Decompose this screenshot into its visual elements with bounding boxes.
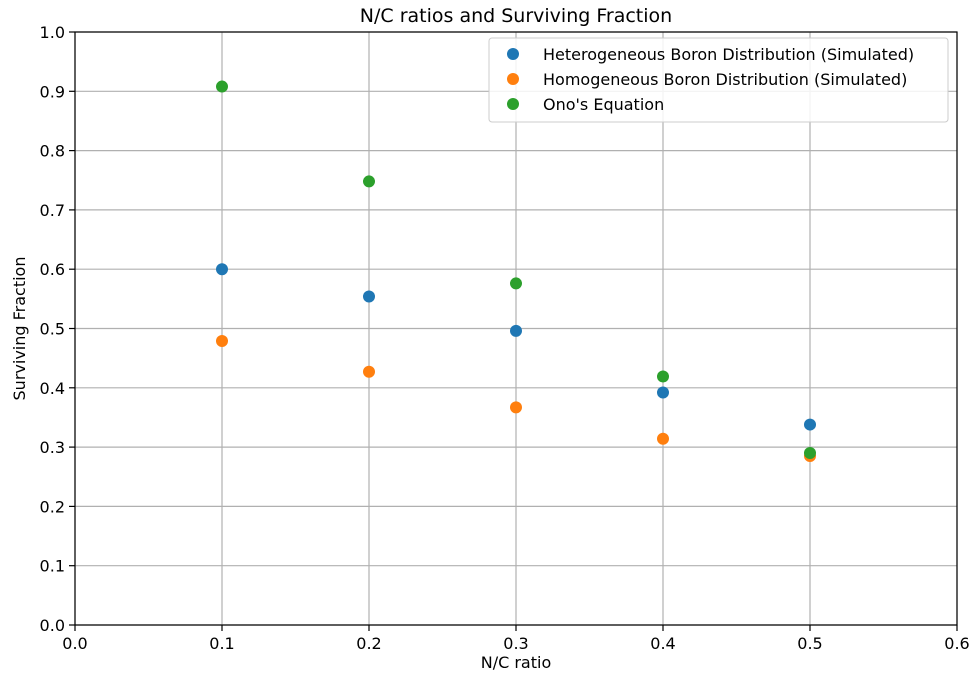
y-axis-title: Surviving Fraction <box>10 257 29 401</box>
data-point-series-2 <box>216 334 228 347</box>
y-tick-label: 0.1 <box>40 557 65 576</box>
legend-marker <box>507 73 519 85</box>
data-point-series-1 <box>216 263 228 276</box>
y-tick-label: 1.0 <box>40 23 65 42</box>
x-tick-label: 0.0 <box>62 634 87 653</box>
data-point-series-1 <box>804 418 816 431</box>
x-tick-label: 0.2 <box>356 634 381 653</box>
data-point-series-2 <box>510 401 522 414</box>
y-tick-label: 0.2 <box>40 497 65 516</box>
x-tick-label: 0.5 <box>797 634 822 653</box>
legend-marker <box>507 98 519 110</box>
data-point-series-3 <box>216 80 228 93</box>
x-tick-label: 0.6 <box>944 634 969 653</box>
y-tick-label: 0.7 <box>40 201 65 220</box>
data-point-series-2 <box>363 365 375 378</box>
y-tick-label: 0.3 <box>40 438 65 457</box>
y-tick-label: 0.5 <box>40 320 65 339</box>
points-layer <box>216 80 816 462</box>
data-point-series-1 <box>363 290 375 303</box>
data-point-series-3 <box>657 370 669 383</box>
legend-label: Heterogeneous Boron Distribution (Simula… <box>543 45 914 64</box>
y-tick-label: 0.9 <box>40 82 65 101</box>
legend: Heterogeneous Boron Distribution (Simula… <box>488 37 949 123</box>
data-point-series-3 <box>363 175 375 188</box>
legend-items: Heterogeneous Boron Distribution (Simula… <box>507 45 914 114</box>
data-point-series-1 <box>510 324 522 337</box>
x-tick-label: 0.3 <box>503 634 528 653</box>
data-point-series-1 <box>657 386 669 399</box>
legend-label: Homogeneous Boron Distribution (Simulate… <box>543 70 907 89</box>
legend-marker <box>507 48 519 60</box>
data-point-series-2 <box>657 432 669 445</box>
x-tick-label: 0.1 <box>209 634 234 653</box>
legend-label: Ono's Equation <box>543 95 664 114</box>
y-tick-label: 0.6 <box>40 260 65 279</box>
data-point-series-3 <box>510 277 522 290</box>
chart-title: N/C ratios and Surviving Fraction <box>360 5 672 27</box>
x-tick-label: 0.4 <box>650 634 675 653</box>
y-tick-label: 0.0 <box>40 616 65 635</box>
y-tick-label: 0.8 <box>40 142 65 161</box>
ticks-layer: 0.0 0.1 0.2 0.3 0.4 0.5 0.6 0.0 0.1 0.2 0.3 0.4 0.5 0… <box>40 23 970 653</box>
data-point-series-3 <box>804 447 816 460</box>
legend-box <box>488 37 949 123</box>
x-axis-title: N/C ratio <box>481 653 552 672</box>
y-tick-label: 0.4 <box>40 379 65 398</box>
